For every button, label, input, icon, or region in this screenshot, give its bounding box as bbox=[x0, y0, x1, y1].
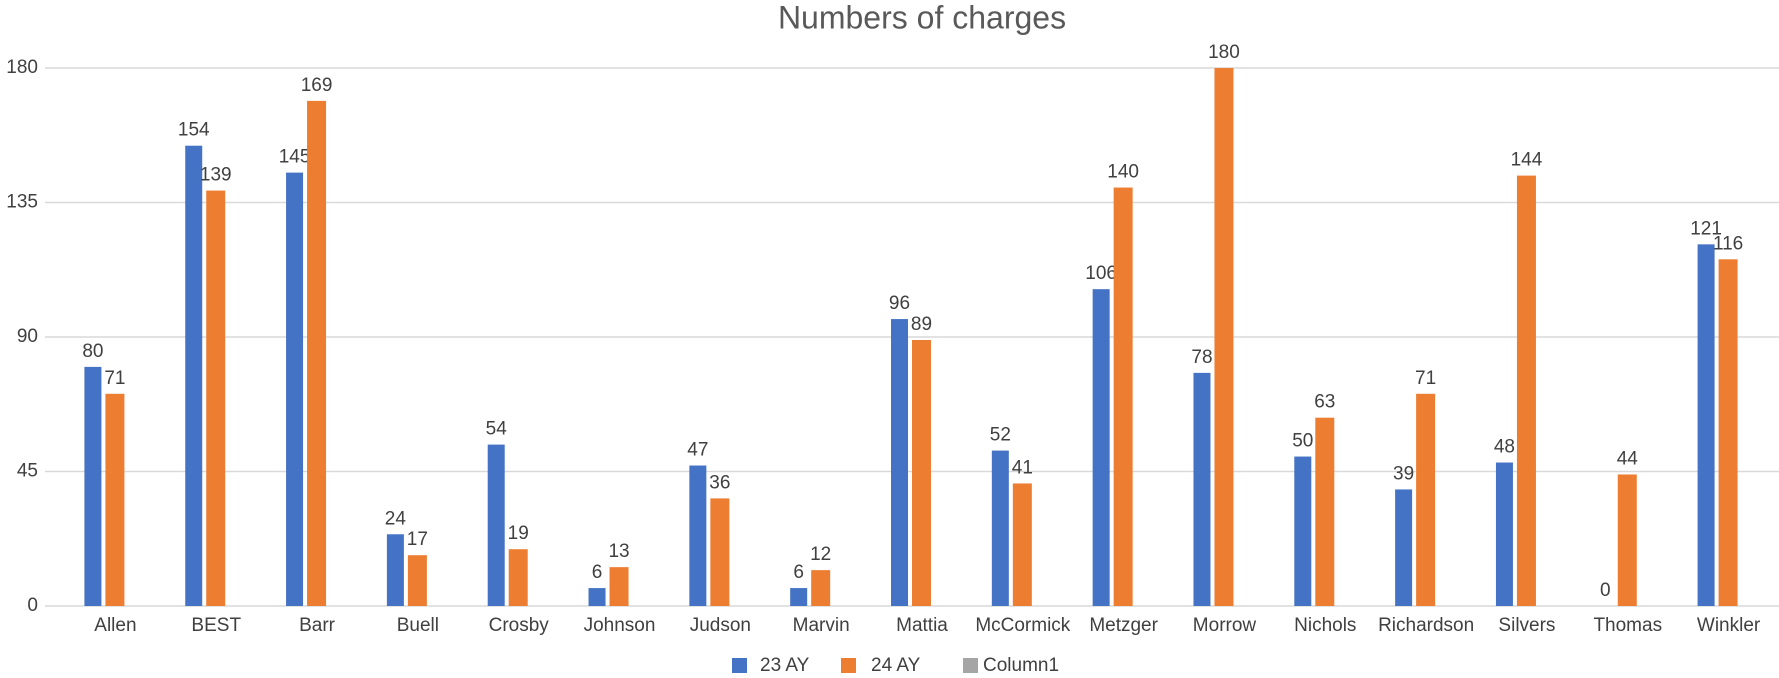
bar bbox=[84, 366, 102, 606]
data-label: 96 bbox=[889, 293, 910, 314]
legend-label: 23 AY bbox=[760, 655, 810, 676]
bar bbox=[508, 549, 528, 606]
data-label: 71 bbox=[104, 368, 125, 389]
bar bbox=[1092, 289, 1110, 606]
data-label: 50 bbox=[1292, 431, 1313, 452]
legend-swatch bbox=[841, 658, 856, 673]
bar bbox=[991, 450, 1009, 606]
data-label: 89 bbox=[911, 314, 932, 335]
data-label: 145 bbox=[279, 147, 311, 168]
y-tick-label: 90 bbox=[17, 326, 38, 347]
bar bbox=[689, 465, 707, 606]
bar bbox=[1697, 244, 1715, 606]
data-label: 80 bbox=[82, 341, 103, 362]
data-label: 106 bbox=[1085, 263, 1117, 284]
x-tick-label: Crosby bbox=[489, 615, 550, 636]
chart-title: Numbers of charges bbox=[778, 0, 1066, 35]
bar bbox=[790, 588, 808, 606]
data-label: 24 bbox=[385, 508, 407, 529]
data-label: 116 bbox=[1713, 233, 1743, 254]
bar bbox=[286, 172, 304, 606]
bar bbox=[1516, 175, 1536, 606]
data-label: 41 bbox=[1012, 457, 1033, 478]
data-label: 39 bbox=[1393, 463, 1414, 484]
bar bbox=[710, 498, 730, 606]
data-label: 17 bbox=[407, 529, 428, 550]
data-label: 47 bbox=[687, 440, 708, 461]
bar bbox=[588, 588, 606, 606]
bar bbox=[185, 145, 203, 606]
data-label: 78 bbox=[1191, 347, 1212, 368]
x-tick-label: Nichols bbox=[1294, 615, 1356, 636]
data-label: 0 bbox=[1600, 580, 1611, 601]
bar bbox=[912, 339, 931, 606]
data-label: 13 bbox=[608, 541, 629, 562]
x-tick-label: McCormick bbox=[975, 615, 1070, 636]
bar bbox=[1113, 187, 1133, 607]
bar bbox=[1416, 393, 1436, 606]
data-label: 48 bbox=[1494, 437, 1515, 458]
bar bbox=[811, 570, 831, 606]
x-tick-label: Thomas bbox=[1593, 615, 1662, 636]
x-tick-label: Metzger bbox=[1089, 615, 1158, 636]
legend-label: 24 AY bbox=[871, 655, 921, 676]
x-tick-label: Winkler bbox=[1697, 615, 1761, 636]
bar bbox=[1495, 462, 1513, 606]
y-tick-label: 45 bbox=[17, 461, 38, 482]
bar bbox=[609, 567, 629, 606]
x-tick-label: Morrow bbox=[1193, 615, 1257, 636]
data-label: 52 bbox=[990, 425, 1011, 446]
bar bbox=[307, 100, 327, 606]
bar bbox=[407, 555, 427, 606]
data-label: 121 bbox=[1690, 218, 1722, 239]
data-label: 6 bbox=[793, 562, 804, 583]
x-tick-label: Silvers bbox=[1498, 615, 1555, 636]
bar bbox=[1294, 456, 1312, 606]
bar bbox=[891, 319, 908, 606]
bar bbox=[105, 393, 125, 606]
data-label: 36 bbox=[709, 472, 730, 493]
y-tick-label: 180 bbox=[6, 57, 38, 78]
data-label: 140 bbox=[1107, 162, 1139, 183]
x-tick-label: Judson bbox=[690, 615, 751, 636]
data-label: 169 bbox=[301, 75, 333, 96]
data-label: 154 bbox=[178, 120, 210, 141]
bar bbox=[1395, 489, 1413, 606]
bar bbox=[487, 444, 505, 606]
data-label: 63 bbox=[1314, 392, 1335, 413]
x-tick-label: Marvin bbox=[793, 615, 850, 636]
bar bbox=[1193, 372, 1211, 606]
x-tick-label: Richardson bbox=[1378, 615, 1474, 636]
bar bbox=[206, 190, 226, 607]
data-label: 54 bbox=[486, 419, 508, 440]
legend-label: Column1 bbox=[983, 655, 1059, 676]
data-label: 12 bbox=[810, 544, 831, 565]
data-label: 139 bbox=[200, 165, 232, 186]
data-label: 144 bbox=[1511, 150, 1543, 171]
data-label: 180 bbox=[1208, 42, 1240, 63]
bar bbox=[386, 534, 404, 606]
y-tick-label: 0 bbox=[27, 595, 38, 616]
x-tick-label: Buell bbox=[397, 615, 439, 636]
x-tick-label: Mattia bbox=[896, 615, 948, 636]
data-label: 19 bbox=[508, 523, 529, 544]
x-tick-label: Johnson bbox=[584, 615, 656, 636]
x-tick-label: Allen bbox=[94, 615, 136, 636]
bar bbox=[1718, 259, 1738, 606]
x-tick-label: BEST bbox=[191, 615, 241, 636]
data-label: 71 bbox=[1415, 368, 1436, 389]
legend-swatch bbox=[732, 658, 747, 673]
bar bbox=[1214, 68, 1234, 606]
bar bbox=[1617, 474, 1637, 606]
bar bbox=[1315, 417, 1335, 606]
data-label: 6 bbox=[592, 562, 603, 583]
legend-swatch bbox=[963, 658, 978, 673]
data-label: 44 bbox=[1617, 449, 1639, 470]
x-tick-label: Barr bbox=[299, 615, 336, 636]
bar bbox=[1012, 483, 1032, 606]
y-tick-label: 135 bbox=[6, 192, 38, 213]
